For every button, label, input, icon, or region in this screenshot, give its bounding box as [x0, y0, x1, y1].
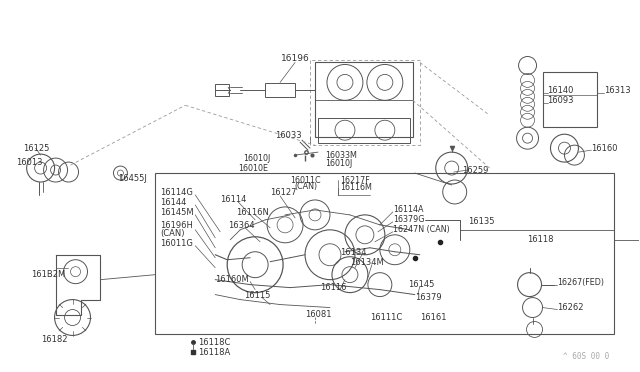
Text: 16115: 16115 [244, 291, 271, 300]
Text: 16364: 16364 [228, 221, 255, 230]
Text: 16196H: 16196H [161, 221, 193, 230]
Text: 16267(FED): 16267(FED) [557, 278, 605, 287]
Text: 16182: 16182 [40, 335, 67, 344]
Text: 16127: 16127 [270, 189, 296, 198]
Text: 16118C: 16118C [198, 338, 230, 347]
Text: 16259: 16259 [461, 166, 488, 174]
Text: 16011C: 16011C [290, 176, 321, 185]
Text: 16118: 16118 [527, 235, 554, 244]
Text: 16116: 16116 [320, 283, 346, 292]
Text: 16093: 16093 [547, 96, 574, 105]
Bar [215, 84, 229, 96]
Text: 16013: 16013 [15, 158, 42, 167]
Text: 16160M: 16160M [215, 275, 249, 284]
Text: 16116M: 16116M [340, 183, 372, 192]
Text: 16196: 16196 [281, 54, 309, 63]
Text: 16160: 16160 [591, 144, 618, 153]
Text: ^ 60S 00 0: ^ 60S 00 0 [563, 352, 609, 361]
Text: 16114G: 16114G [161, 189, 193, 198]
Text: 16116N: 16116N [236, 208, 269, 217]
Text: (CAN): (CAN) [161, 229, 185, 238]
Text: 16134: 16134 [340, 248, 367, 257]
Text: 16262: 16262 [557, 303, 584, 312]
Text: 16010J: 16010J [243, 154, 270, 163]
Text: 16140: 16140 [547, 86, 574, 95]
Text: 161B2M: 161B2M [31, 270, 65, 279]
Text: 16144: 16144 [161, 198, 187, 208]
Text: 16455J: 16455J [118, 173, 147, 183]
Text: 16081: 16081 [305, 310, 332, 319]
Text: 16114A: 16114A [393, 205, 423, 214]
Text: 16125: 16125 [22, 144, 49, 153]
Text: 16145: 16145 [408, 280, 434, 289]
Text: 16010E: 16010E [238, 164, 268, 173]
Text: 16247N (CAN): 16247N (CAN) [393, 225, 449, 234]
Text: 16313: 16313 [604, 86, 631, 95]
Bar [318, 118, 410, 143]
Bar [543, 73, 597, 127]
Text: 16217F: 16217F [340, 176, 370, 185]
Bar [315, 62, 413, 137]
Text: 16379G: 16379G [393, 215, 424, 224]
Text: 16033: 16033 [275, 131, 302, 140]
Text: 16111C: 16111C [370, 313, 402, 322]
Text: 16379: 16379 [415, 293, 442, 302]
Text: 16161: 16161 [420, 313, 446, 322]
Text: 16145M: 16145M [161, 208, 194, 217]
Bar [265, 83, 295, 97]
Text: 16010J: 16010J [325, 158, 352, 167]
Text: 16011G: 16011G [161, 239, 193, 248]
Bar [156, 173, 614, 334]
Text: 16134M: 16134M [350, 258, 384, 267]
Text: 16033M: 16033M [325, 151, 357, 160]
Text: 16118A: 16118A [198, 348, 230, 357]
Text: 16135: 16135 [468, 217, 494, 227]
Text: 16114: 16114 [220, 195, 246, 205]
Text: (CAN): (CAN) [294, 183, 317, 192]
